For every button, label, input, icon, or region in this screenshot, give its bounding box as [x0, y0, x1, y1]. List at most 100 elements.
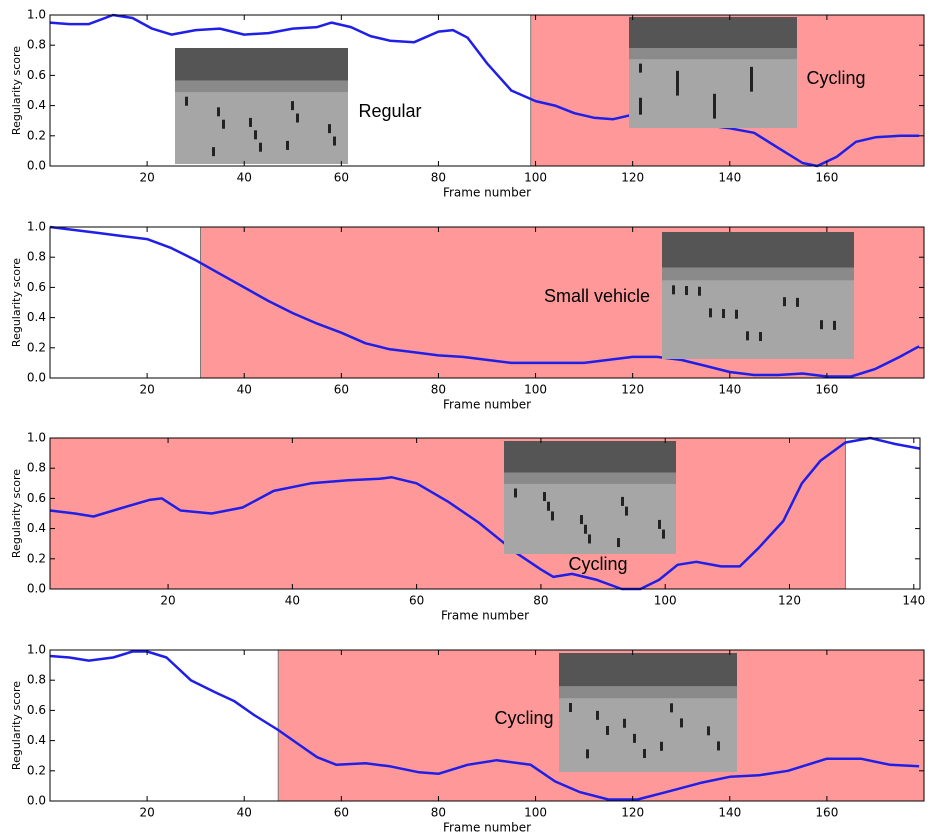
y-tick-label: 0.2 [27, 128, 46, 142]
plot-frame [49, 226, 925, 379]
y-tick-label: 0.8 [27, 250, 46, 264]
video-thumbnail [662, 232, 854, 359]
y-tick-label: 1.0 [27, 8, 46, 22]
x-tick-label: 60 [334, 383, 349, 397]
y-tick-label: 1.0 [27, 220, 46, 234]
x-tick-label: 120 [621, 806, 644, 820]
x-tick-label: 140 [902, 594, 925, 608]
x-tick-label: 140 [718, 171, 741, 185]
thumbnail-person [639, 63, 642, 73]
thumbnail-person [633, 733, 636, 743]
y-axis-label: Regularity score [10, 469, 23, 558]
thumbnail-person [514, 488, 517, 498]
thumbnail-person [286, 140, 289, 150]
thumbnail-person [584, 524, 587, 534]
x-tick-label: 20 [139, 171, 154, 185]
thumbnail-person [660, 741, 663, 751]
x-tick-label: 80 [431, 383, 446, 397]
plot-frame [49, 649, 925, 802]
thumbnail-person [709, 308, 712, 318]
x-tick-label: 20 [139, 806, 154, 820]
thumbnail-person [623, 718, 626, 728]
thumbnail-person [750, 74, 753, 84]
thumbnail-person [759, 332, 762, 342]
thumbnail-person [670, 703, 673, 713]
y-tick-label: 1.0 [27, 431, 46, 445]
thumbnail-person [833, 320, 836, 330]
score-line [49, 13, 920, 168]
video-thumbnail [629, 17, 797, 128]
x-tick-label: 120 [778, 594, 801, 608]
thumbnail-lawn [559, 653, 737, 687]
x-tick-label: 80 [431, 806, 446, 820]
x-tick-label: 20 [160, 594, 175, 608]
thumbnail-person [328, 124, 331, 134]
thumbnail-person [551, 511, 554, 521]
thumbnail-person [658, 519, 661, 529]
thumbnail-person [185, 96, 188, 106]
thumbnail-person [746, 331, 749, 341]
annotation: Cycling [568, 554, 627, 574]
thumbnail-person [698, 286, 701, 296]
thumbnail-person [621, 496, 624, 506]
thumbnail-person [639, 105, 642, 115]
thumbnail-person [259, 142, 262, 152]
x-tick-label: 100 [654, 594, 677, 608]
annotation: Regular [358, 101, 421, 121]
thumbnail-person [606, 725, 609, 735]
y-tick-label: 0.8 [27, 38, 46, 52]
x-tick-label: 80 [431, 171, 446, 185]
thumbnail-lawn [629, 17, 797, 49]
thumbnail-person [217, 107, 220, 117]
x-tick-label: 140 [718, 383, 741, 397]
video-thumbnail [504, 441, 676, 554]
thumbnail-person [547, 501, 550, 511]
y-tick-label: 0.4 [27, 310, 46, 324]
x-tick-label: 160 [815, 171, 838, 185]
thumbnail-walkway [175, 80, 348, 93]
x-tick-label: 120 [621, 383, 644, 397]
thumbnail-person [596, 710, 599, 720]
y-tick-label: 0.0 [27, 794, 46, 808]
x-tick-label: 60 [334, 171, 349, 185]
y-tick-label: 0.2 [27, 763, 46, 777]
thumbnail-person [543, 492, 546, 502]
thumbnail-person [783, 297, 786, 307]
thumbnail-walkway [662, 267, 854, 281]
score-line [49, 225, 920, 378]
x-axis-label: Frame number [441, 609, 529, 623]
y-tick-label: 1.0 [27, 643, 46, 657]
thumbnail-person [685, 286, 688, 296]
thumbnail-person [639, 97, 642, 107]
thumbnail-person [222, 119, 225, 129]
thumbnail-person [249, 117, 252, 127]
thumbnail-person [676, 70, 679, 80]
x-tick-label: 100 [524, 383, 547, 397]
thumbnail-lawn [504, 441, 676, 473]
thumbnail-person [586, 749, 589, 759]
video-thumbnail [559, 653, 737, 772]
y-tick-label: 0.4 [27, 521, 46, 535]
plot-frame [49, 14, 925, 167]
y-tick-label: 0.4 [27, 98, 46, 112]
thumbnail-person [750, 66, 753, 76]
annotation: Small vehicle [544, 286, 650, 306]
y-axis-label: Regularity score [10, 258, 23, 347]
score-line [49, 436, 921, 591]
thumbnail-person [580, 515, 583, 525]
thumbnail-walkway [559, 686, 737, 699]
x-tick-label: 120 [621, 171, 644, 185]
panel: Cycling 20 40 60 80 100 120 140 0.0 0.2 0.4 0.6 0.8 1… [10, 431, 925, 623]
x-tick-label: 40 [285, 594, 300, 608]
y-tick-label: 0.6 [27, 491, 46, 505]
thumbnail-person [750, 82, 753, 92]
thumbnail-person [617, 538, 620, 548]
thumbnail-person [796, 297, 799, 307]
y-tick-label: 0.2 [27, 340, 46, 354]
x-tick-label: 40 [237, 383, 252, 397]
y-tick-label: 0.6 [27, 280, 46, 294]
thumbnail-person [588, 534, 591, 544]
thumbnail-person [820, 320, 823, 330]
thumbnail-walkway [629, 48, 797, 60]
